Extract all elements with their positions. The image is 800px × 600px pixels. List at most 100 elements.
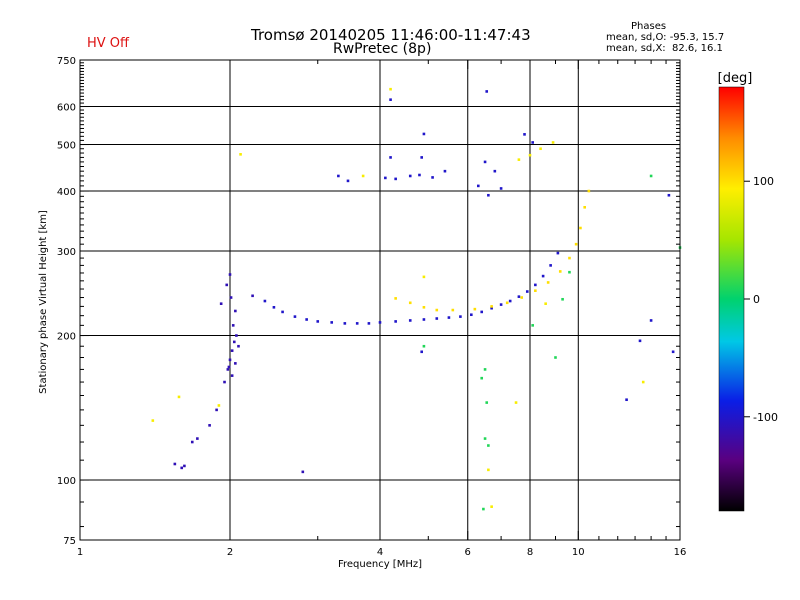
echo-point xyxy=(237,344,240,348)
echo-point xyxy=(514,401,518,404)
echo-point xyxy=(219,302,223,305)
echo-point xyxy=(435,317,439,320)
echo-point xyxy=(487,193,490,197)
echo-point xyxy=(235,334,238,337)
echo-point xyxy=(228,273,232,276)
echo-point xyxy=(418,173,421,177)
echo-point xyxy=(343,322,347,325)
x-tick-label: 4 xyxy=(377,547,383,558)
echo-point xyxy=(420,350,423,354)
echo-point xyxy=(208,424,211,427)
echo-point xyxy=(389,98,392,101)
y-tick-label: 300 xyxy=(57,247,76,258)
echo-points xyxy=(151,87,682,511)
echo-point xyxy=(263,299,267,303)
x-tick-label: 16 xyxy=(674,547,687,558)
echo-point xyxy=(531,324,534,327)
echo-point xyxy=(234,309,237,313)
echo-point xyxy=(232,340,236,344)
phase-x-stats: mean, sd,X: 82.6, 16.1 xyxy=(606,43,723,54)
echo-point xyxy=(477,184,480,188)
echo-point xyxy=(490,505,493,508)
echo-point xyxy=(230,374,234,377)
color-scale-tick-label: 100 xyxy=(753,175,774,188)
echo-point xyxy=(554,356,557,359)
phase-o-stats: mean, sd,O: -95.3, 15.7 xyxy=(606,32,725,43)
echo-point xyxy=(517,295,521,298)
chart-title: Tromsø 20140205 11:46:00-11:47:43 xyxy=(251,26,531,44)
echo-point xyxy=(490,305,493,308)
echo-point xyxy=(408,301,412,305)
y-axis-label: Stationary phase Virtual Height [km] xyxy=(38,210,49,394)
echo-point xyxy=(587,189,591,193)
echo-point xyxy=(435,308,439,312)
x-tick-labels: 1 2 4 6 8 10 16 xyxy=(77,547,687,558)
echo-point xyxy=(473,307,477,311)
echo-point xyxy=(480,310,484,314)
echo-point xyxy=(490,306,493,310)
x-tick-label: 8 xyxy=(527,547,533,558)
color-scale-tick-labels: 100 0 -100 xyxy=(744,175,778,424)
echo-point xyxy=(534,289,537,292)
echo-point xyxy=(487,468,490,472)
echo-point xyxy=(316,320,320,323)
echo-point xyxy=(539,147,542,151)
echo-point xyxy=(451,308,455,312)
echo-point xyxy=(226,368,230,371)
echo-point xyxy=(525,290,529,293)
echo-point xyxy=(520,296,524,299)
echo-point xyxy=(173,462,177,466)
x-tick-label: 2 xyxy=(227,547,233,558)
y-tick-label: 600 xyxy=(57,103,76,114)
echo-point xyxy=(239,153,242,156)
echo-point xyxy=(638,339,642,343)
echo-point xyxy=(337,174,340,178)
echo-point xyxy=(384,176,387,180)
echo-point xyxy=(231,324,235,327)
echo-point xyxy=(230,349,234,352)
echo-point xyxy=(485,401,489,404)
echo-point xyxy=(183,464,186,468)
echo-point xyxy=(508,299,512,303)
echo-point xyxy=(551,141,555,144)
echo-point xyxy=(301,470,305,474)
y-tick-labels: 75 100 200 300 400 500 600 750 xyxy=(57,56,76,547)
echo-point xyxy=(505,301,509,305)
echo-point xyxy=(251,294,254,298)
echo-point xyxy=(625,398,628,402)
color-scale-bar xyxy=(718,86,745,512)
echo-point xyxy=(470,313,473,317)
echo-point xyxy=(556,251,560,255)
echo-point xyxy=(394,297,397,300)
echo-point xyxy=(177,395,181,399)
echo-point xyxy=(367,322,371,325)
echo-point xyxy=(361,174,365,178)
echo-point xyxy=(534,283,537,287)
echo-point xyxy=(485,90,489,93)
echo-point xyxy=(579,226,582,230)
echo-point xyxy=(523,133,526,136)
echo-point xyxy=(649,319,653,322)
echo-point xyxy=(480,376,484,380)
echo-point xyxy=(493,169,497,173)
y-tick-label: 400 xyxy=(57,187,76,198)
y-tick-label: 100 xyxy=(57,476,76,487)
echo-point xyxy=(227,365,231,369)
echo-point xyxy=(229,296,233,299)
echo-point xyxy=(408,174,412,178)
echo-point xyxy=(528,153,532,157)
echo-point xyxy=(568,270,571,274)
echo-point xyxy=(422,306,426,309)
echo-point xyxy=(431,176,434,179)
echo-point xyxy=(487,444,490,447)
echo-point xyxy=(394,177,397,181)
echo-point xyxy=(281,310,284,314)
echo-point xyxy=(667,193,671,197)
echo-point xyxy=(223,380,226,384)
echo-point xyxy=(544,302,547,305)
echo-point xyxy=(228,358,232,362)
echo-point xyxy=(561,297,564,301)
echo-point xyxy=(541,274,545,278)
echo-point xyxy=(217,404,221,407)
echo-point xyxy=(151,419,155,422)
